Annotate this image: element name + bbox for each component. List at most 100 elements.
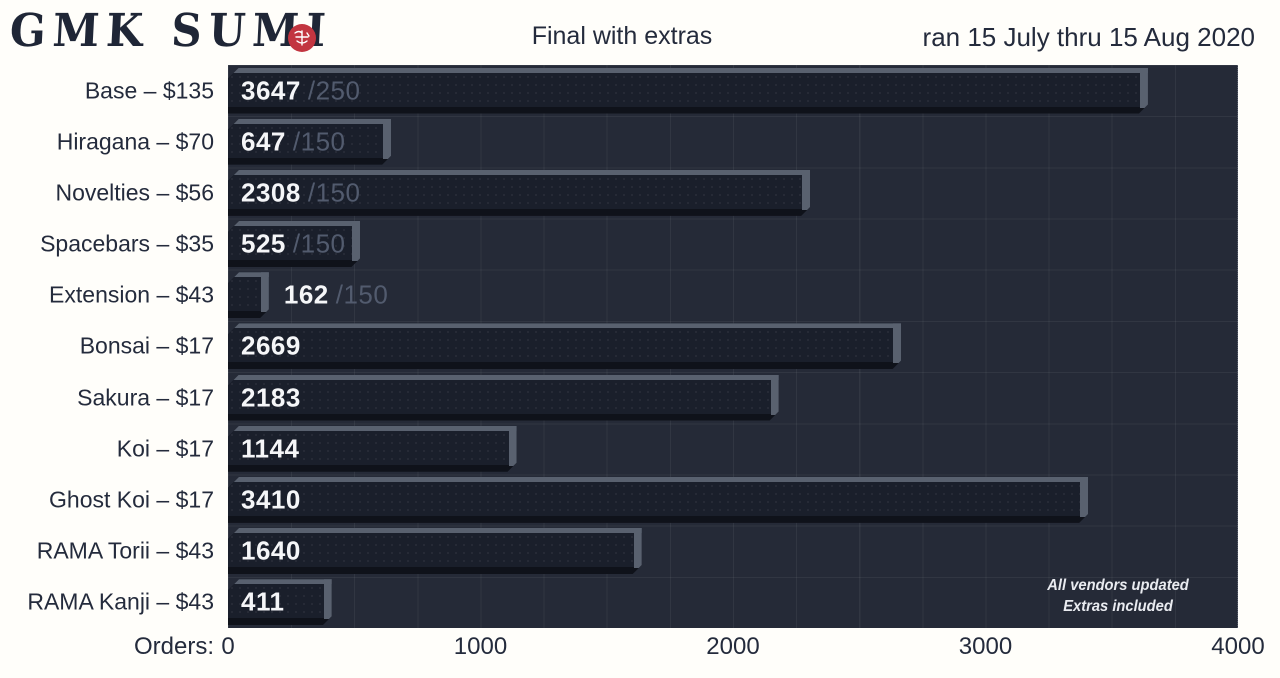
- category-label: Bonsai – $17: [79, 332, 214, 359]
- bar-bevel: [383, 119, 391, 159]
- bar-face: [228, 533, 634, 567]
- bar: [228, 426, 517, 472]
- category-label: Sakura – $17: [77, 384, 214, 411]
- category-label: Base – $135: [84, 77, 214, 104]
- bar-bevel: [228, 323, 901, 328]
- bar-face: [228, 73, 1140, 107]
- annotation-line-1: All vendors updated: [1047, 577, 1189, 595]
- bar-bevel: [228, 375, 779, 380]
- orders-count: 525: [241, 228, 286, 259]
- chart-title: Final with extras: [531, 22, 713, 50]
- chart-row: RAMA Kanji – $43 411: [27, 577, 1237, 628]
- chart-row: Novelties – $56 2308/150: [55, 167, 1237, 218]
- orders-count: 2308: [241, 177, 301, 208]
- bar-face: [228, 482, 1080, 516]
- bar: [228, 272, 269, 318]
- bar: [228, 323, 901, 369]
- chart-row: Base – $135 3647/250: [85, 65, 1237, 116]
- bar-face: [228, 226, 352, 260]
- bar-face: [228, 431, 509, 465]
- bar-bevel: [228, 221, 360, 226]
- category-label: Extension – $43: [49, 281, 214, 308]
- moq-label: /250: [307, 75, 361, 106]
- x-axis: 0 1000 2000 3000 4000: [221, 633, 1264, 667]
- orders-count: 162: [283, 279, 329, 310]
- annotation-line-2: Extras included: [1063, 598, 1174, 616]
- chart-row: Extension – $43 162/150: [49, 270, 1237, 321]
- bar-face: [228, 124, 383, 158]
- bar-bevel: [1080, 477, 1088, 517]
- bar-bevel: [1140, 68, 1148, 108]
- bar: [228, 528, 642, 574]
- annotation-note: All vendors updated Extras included: [1048, 576, 1189, 618]
- x-tick-label: 4000: [1211, 633, 1265, 660]
- value-label: 647/150: [241, 126, 346, 157]
- bar: [228, 170, 810, 216]
- value-label: 3647/250: [241, 75, 360, 106]
- bar-face: [228, 277, 261, 311]
- bar-bevel: [324, 579, 332, 619]
- bar-bevel: [509, 426, 517, 466]
- category-label: Novelties – $56: [55, 179, 214, 206]
- bar-face: [228, 380, 771, 414]
- value-label: 525/150: [241, 229, 346, 260]
- chart-row: Ghost Koi – $17 3410: [49, 474, 1237, 525]
- orders-count: 2183: [241, 382, 301, 413]
- category-label: Ghost Koi – $17: [49, 486, 214, 513]
- bar-bevel: [261, 272, 269, 312]
- value-label: 411: [241, 587, 284, 618]
- bar-bevel: [352, 221, 360, 261]
- value-label: 1640: [241, 536, 301, 567]
- x-axis-title: Orders:: [133, 633, 214, 660]
- x-tick-label: 1000: [453, 633, 508, 660]
- bar-bevel: [228, 579, 332, 584]
- orders-count: 411: [241, 586, 285, 617]
- red-seal-stamp-icon: [287, 23, 317, 53]
- date-range: ran 15 July thru 15 Aug 2020: [922, 22, 1255, 52]
- chart-row: RAMA Torii – $43 1640: [37, 526, 1237, 577]
- value-label: 2669: [241, 331, 301, 362]
- bar-bevel: [228, 170, 810, 175]
- category-label: RAMA Torii – $43: [36, 537, 214, 564]
- bar-bevel: [771, 375, 779, 415]
- moq-label: /150: [307, 177, 361, 208]
- bar-bevel: [228, 272, 269, 277]
- category-label: RAMA Kanji – $43: [27, 588, 214, 615]
- bar-face: [228, 328, 893, 362]
- moq-label: /150: [292, 126, 346, 157]
- category-label: Spacebars – $35: [40, 230, 214, 257]
- bar: [228, 221, 360, 267]
- bar: [228, 68, 1148, 114]
- bar-bevel: [228, 477, 1088, 482]
- bar-face: [228, 175, 802, 209]
- x-tick-label: 2000: [706, 633, 760, 660]
- orders-count: 1144: [241, 433, 300, 464]
- chart-row: Hiragana – $70 647/150: [57, 116, 1237, 167]
- category-label: Hiragana – $70: [56, 128, 214, 155]
- value-label: 1144: [241, 433, 299, 464]
- bar: [228, 375, 779, 421]
- bar: [228, 579, 332, 625]
- orders-count: 2669: [241, 330, 301, 361]
- value-label: 2308/150: [241, 177, 360, 208]
- bar-bevel: [802, 170, 810, 210]
- bar-bevel: [228, 68, 1148, 73]
- bar-bevel: [228, 426, 517, 431]
- bar-bevel: [634, 528, 642, 568]
- bar-bevel: [228, 528, 642, 533]
- orders-count: 3410: [241, 484, 301, 515]
- category-label: Koi – $17: [116, 435, 214, 462]
- x-tick-label: 3000: [958, 633, 1013, 660]
- chart-row: Koi – $17 1144: [117, 423, 1237, 474]
- chart-row: Spacebars – $35 525/150: [40, 219, 1237, 270]
- bar-face: [228, 584, 324, 618]
- value-label: 162/150: [284, 280, 389, 311]
- chart-row: Sakura – $17 2183: [77, 372, 1237, 423]
- x-tick-label: 0: [221, 633, 235, 660]
- value-label: 2183: [241, 382, 301, 413]
- value-label: 3410: [241, 484, 301, 515]
- orders-count: 1640: [241, 535, 301, 566]
- bar-bevel: [228, 119, 391, 124]
- orders-count: 3647: [241, 75, 301, 106]
- bar: [228, 119, 391, 165]
